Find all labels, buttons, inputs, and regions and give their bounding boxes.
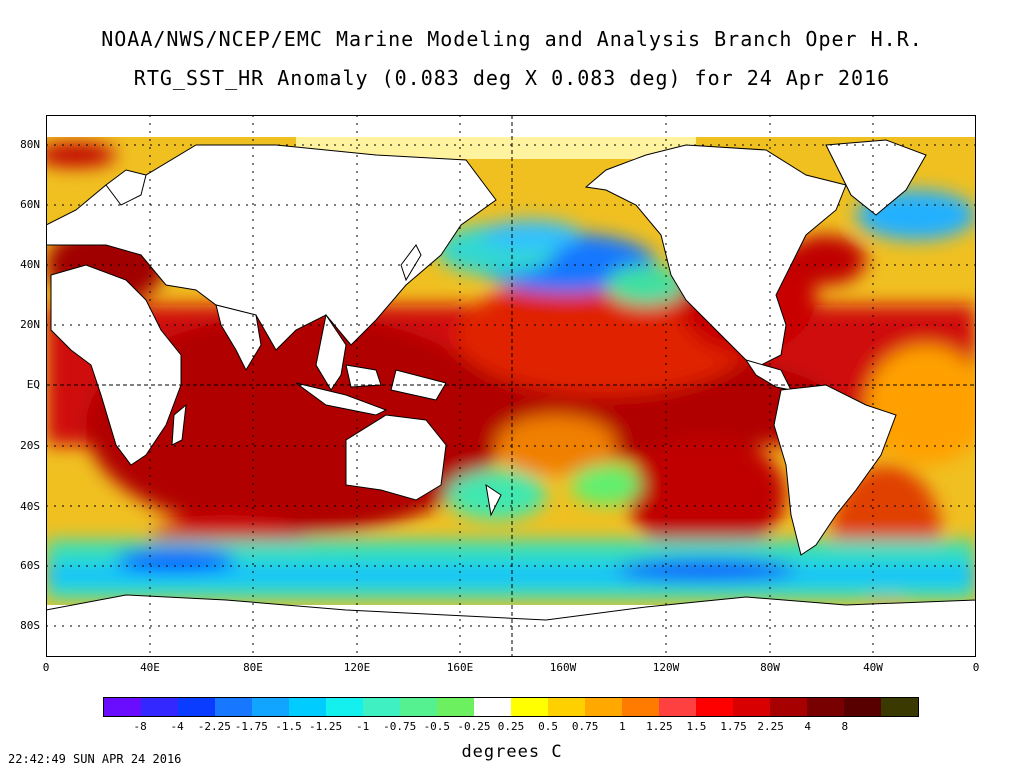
colorbar-swatch	[511, 698, 548, 716]
lon-label-40e: 40E	[140, 661, 160, 674]
colorbar-tick-label: -1.5	[275, 720, 302, 733]
graticule	[46, 115, 976, 657]
lon-label-40w: 40W	[863, 661, 883, 674]
colorbar-tick-label: -1.25	[308, 720, 343, 733]
lon-label-160e: 160E	[446, 661, 474, 674]
colorbar-tick-label: 0.25	[497, 720, 525, 733]
colorbar-tick-label: -1.75	[234, 720, 268, 733]
colorbar	[103, 697, 919, 717]
colorbar-swatch	[696, 698, 733, 716]
colorbar-swatch	[252, 698, 289, 716]
map-subtitle: RTG_SST_HR Anomaly (0.083 deg X 0.083 de…	[133, 66, 891, 90]
lon-label-0: 0	[42, 661, 50, 674]
colorbar-tick-label: -4	[170, 720, 184, 733]
colorbar-swatch	[141, 698, 178, 716]
colorbar-tick-label: -0.25	[457, 720, 491, 733]
colorbar-tick-label: 2.25	[757, 720, 784, 733]
colorbar-swatch	[881, 698, 918, 716]
colorbar-swatch	[289, 698, 326, 716]
colorbar-swatch	[844, 698, 881, 716]
colorbar-swatch	[326, 698, 363, 716]
colorbar-swatch	[622, 698, 659, 716]
lon-label-80e: 80E	[243, 661, 263, 674]
colorbar-units: degrees C	[461, 742, 563, 762]
lat-label-20n: 20N	[20, 318, 40, 331]
colorbar-swatch	[178, 698, 215, 716]
lon-label-120e: 120E	[343, 661, 371, 674]
colorbar-swatch	[400, 698, 437, 716]
colorbar-tick-label: 0.75	[571, 720, 599, 733]
colorbar-tick-label: 8	[841, 720, 849, 733]
colorbar-tick-label: -0.5	[423, 720, 451, 733]
colorbar-swatch	[585, 698, 622, 716]
colorbar-swatch	[659, 698, 696, 716]
colorbar-tick-label: 4	[804, 720, 812, 733]
colorbar-tick-label: 1	[618, 720, 626, 733]
timestamp: 22:42:49 SUN APR 24 2016	[8, 752, 182, 766]
map-frame	[46, 115, 976, 657]
lat-label-20s: 20S	[20, 439, 40, 452]
colorbar-tick-label: -2.25	[197, 720, 231, 733]
colorbar-tick-label: 1.75	[720, 720, 747, 733]
colorbar-swatch	[104, 698, 141, 716]
lon-label-160w: 160W	[549, 661, 577, 674]
lat-label-60n: 60N	[20, 198, 40, 211]
colorbar-tick-label: -1	[356, 720, 370, 733]
colorbar-tick-label: 1.25	[646, 720, 673, 733]
lat-label-40n: 40N	[20, 258, 40, 271]
map-title: NOAA/NWS/NCEP/EMC Marine Modeling and An…	[101, 27, 923, 51]
colorbar-tick-label: 1.5	[686, 720, 707, 733]
lat-label-40s: 40S	[20, 500, 40, 513]
lat-label-80n: 80N	[20, 138, 40, 151]
colorbar-swatch	[807, 698, 844, 716]
lat-label-eq: EQ	[26, 378, 40, 391]
lon-label-0-east: 0	[972, 661, 980, 674]
colorbar-swatch	[363, 698, 400, 716]
sst-anomaly-map	[46, 115, 976, 657]
colorbar-swatch	[474, 698, 511, 716]
colorbar-tick-label: 0.5	[538, 720, 559, 733]
lat-label-60s: 60S	[20, 559, 40, 572]
lon-label-80w: 80W	[760, 661, 780, 674]
colorbar-swatch	[733, 698, 770, 716]
colorbar-swatch	[215, 698, 252, 716]
colorbar-swatch	[437, 698, 474, 716]
colorbar-swatch	[548, 698, 585, 716]
lat-label-80s: 80S	[20, 619, 40, 632]
colorbar-tick-label: -0.75	[383, 720, 417, 733]
colorbar-tick-label: -8	[133, 720, 147, 733]
lon-label-120w: 120W	[652, 661, 680, 674]
colorbar-swatch	[770, 698, 807, 716]
